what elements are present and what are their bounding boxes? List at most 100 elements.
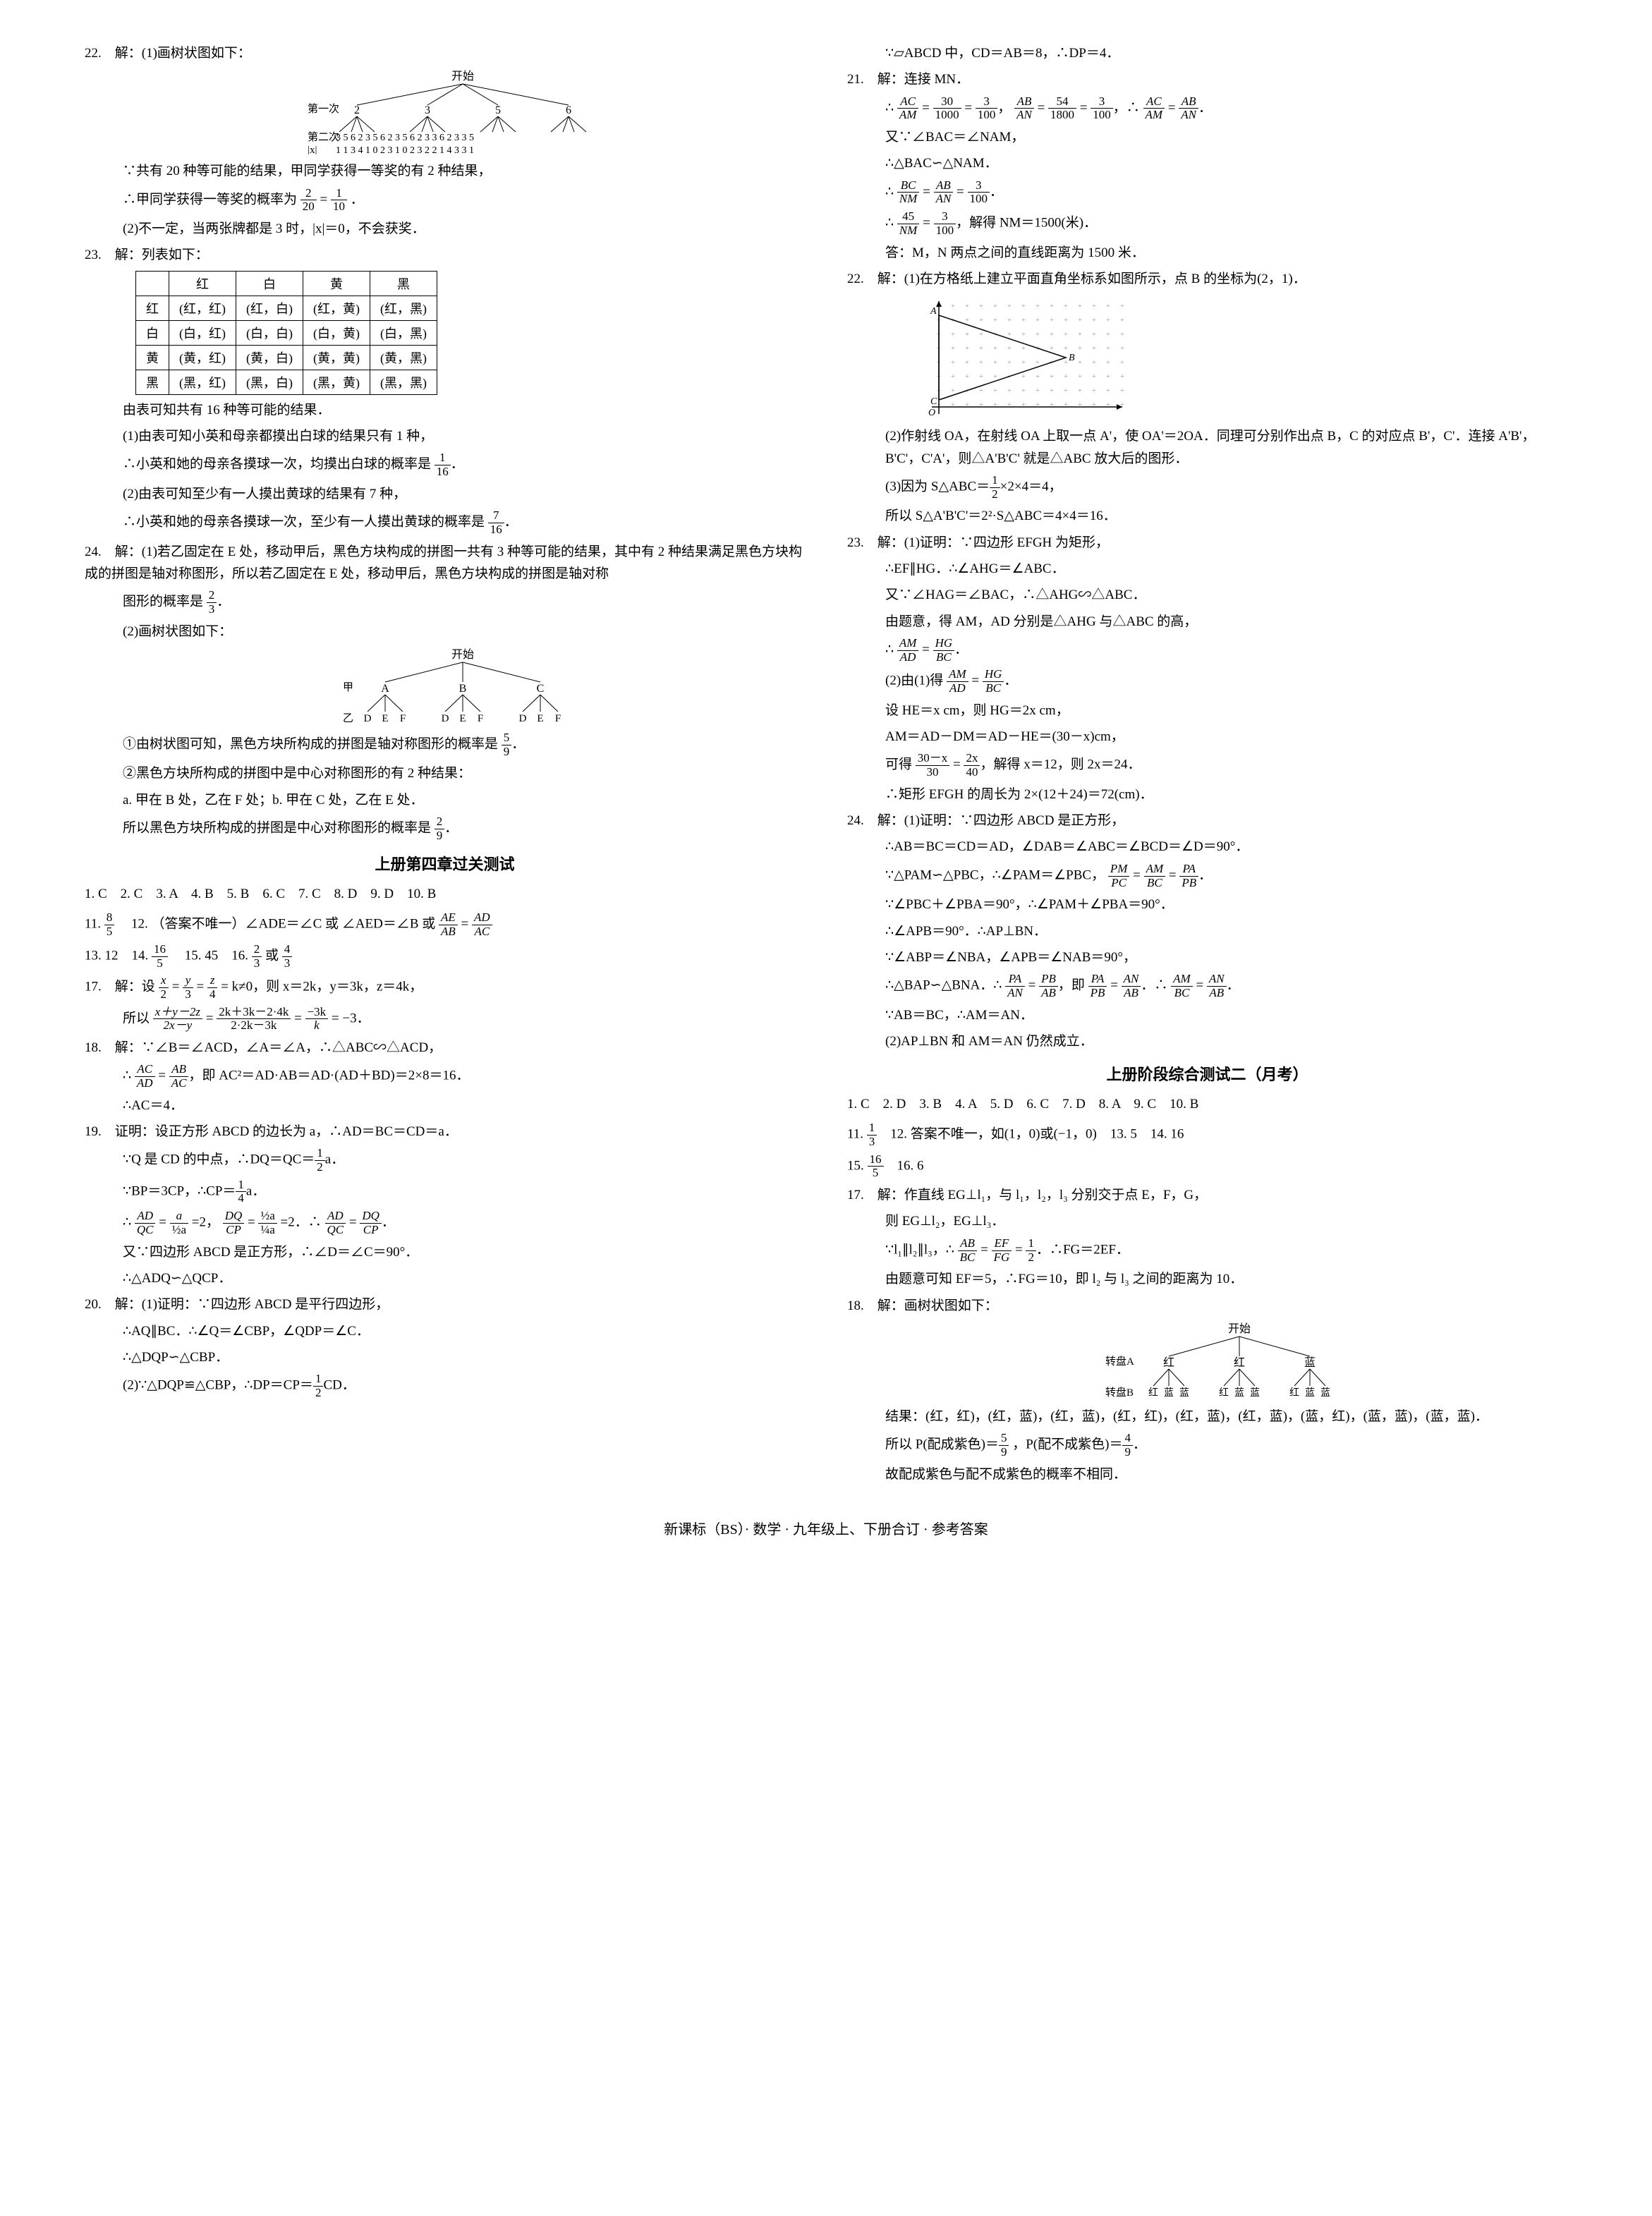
answers-row-2: 11. 85 12. （答案不唯一）∠ADE＝∠C 或 ∠AED＝∠B 或 AE… [85,911,805,938]
svg-text:+: + [951,345,955,353]
svg-text:红: 红 [1289,1387,1299,1399]
svg-text:+: + [979,331,983,339]
svg-text:E: E [459,713,466,724]
svg-text:+: + [1120,373,1124,381]
svg-text:+: + [965,359,969,367]
q24r-l2: ∴AB＝BC＝CD＝AD，∠DAB＝∠ABC＝∠BCD＝∠D＝90°． [847,836,1567,858]
svg-text:+: + [993,317,997,324]
svg-text:F: F [399,713,405,724]
page-footer: 新课标（BS）· 数学 · 九年级上、下册合订 · 参考答案 [85,1518,1567,1538]
svg-text:转盘B: 转盘B [1105,1386,1134,1399]
q21r-head: 21. 解：连接 MN． [847,68,1567,90]
svg-text:+: + [1050,331,1054,339]
grid-figure-22: + + + + + + + + + + + + + + + + + + + + + + + + + + + + + + + + + + + + + + + +… [918,294,1129,421]
svg-text:+: + [1092,303,1096,310]
svg-text:+: + [965,373,969,381]
svg-text:+: + [1106,294,1110,296]
svg-text:+: + [1050,345,1054,353]
svg-text:+: + [1050,317,1054,324]
q19-l5: 又∵四边形 ABCD 是正方形，∴∠D＝∠C＝90°． [85,1241,805,1263]
q24-l3: ①由树状图可知，黑色方块所构成的拼图是轴对称图形的概率是 59． [85,731,805,758]
q22r-l2: (2)作射线 OA，在射线 OA 上取一点 A'，使 OA'＝2OA．同理可分别… [847,425,1567,470]
q23-l5: ∴小英和她的母亲各摸球一次，至少有一人摸出黄球的概率是 716． [85,509,805,536]
svg-text:+: + [1078,331,1082,339]
svg-text:+: + [979,401,983,409]
svg-text:+: + [937,294,941,296]
q24r-head: 24. 解：(1)证明：∵四边形 ABCD 是正方形， [847,810,1567,832]
svg-text:+: + [1092,401,1096,409]
svg-text:+: + [951,303,955,310]
svg-text:F: F [554,713,560,724]
svg-text:+: + [1007,294,1012,296]
svg-text:+: + [1035,331,1040,339]
svg-text:蓝: 蓝 [1304,1356,1315,1369]
svg-text:+: + [1035,359,1040,367]
q23r-l4: 由题意，得 AM，AD 分别是△AHG 与△ABC 的高， [847,611,1567,633]
tree-24-svg: 开始 甲 A B C 乙 D E F D E F D E F [322,648,604,726]
svg-text:F: F [477,713,482,724]
svg-text:+: + [993,373,997,381]
svg-text:+: + [1021,331,1026,339]
svg-text:+: + [979,317,983,324]
svg-text:A: A [930,306,937,317]
svg-text:+: + [1078,294,1082,296]
svg-text:蓝: 蓝 [1234,1387,1244,1399]
q24-l4: ②黑色方块所构成的拼图中是中心对称图形的有 2 种结果： [85,762,805,784]
q20-l3: ∴△DQP∽△CBP． [85,1346,805,1368]
q23-l1: 由表可知共有 16 种等可能的结果． [85,399,805,421]
svg-text:5: 5 [495,104,501,116]
q17r-head: 17. 解：作直线 EG⊥l₁，与 l₁，l₂，l₃ 分别交于点 E，F，G， [847,1184,1567,1206]
svg-text:+: + [1064,401,1068,409]
text: = [320,192,331,207]
svg-text:+: + [1106,359,1110,367]
text: ∴甲同学获得一等奖的概率为 [123,192,300,207]
svg-text:+: + [1007,401,1012,409]
q21r-l5: ∴ 45NM = 3100，解得 NM＝1500(米)． [847,210,1567,237]
svg-text:+: + [1064,373,1068,381]
q20-head: 20. 解：(1)证明：∵四边形 ABCD 是平行四边形， [85,1293,805,1315]
q21r-l4: ∴ BCNM = ABAN = 3100． [847,179,1567,206]
svg-text:+: + [1120,294,1124,296]
svg-text:+: + [1120,317,1124,324]
svg-text:2: 2 [354,104,360,116]
q19-l3: ∵BP＝3CP，∴CP＝14a． [85,1179,805,1205]
q23-l3: ∴小英和她的母亲各摸球一次，均摸出白球的概率是 116． [85,451,805,478]
section-title-1: 上册第四章过关测试 [85,852,805,875]
svg-text:+: + [965,303,969,310]
ans2-row3: 15. 165 16. 6 [847,1153,1567,1180]
q17r-l3: ∵l₁∥l₂∥l₃，∴ ABBC = EFFG = 12．∴FG＝2EF． [847,1237,1567,1264]
svg-text:+: + [1050,294,1054,296]
svg-text:+: + [1035,294,1040,296]
svg-text:+: + [1106,331,1110,339]
svg-text:+: + [1120,345,1124,353]
svg-text:+: + [1106,387,1110,395]
q22r-head: 22. 解：(1)在方格纸上建立平面直角坐标系如图所示，点 B 的坐标为(2，1… [847,268,1567,290]
svg-text:+: + [951,359,955,367]
q22-l3: (2)不一定，当两张牌都是 3 时，|x|＝0，不会获奖． [85,218,805,240]
svg-text:+: + [1007,387,1012,395]
q23r-l9: 可得 30－x30 = 2x40，解得 x＝12，则 2x＝24． [847,752,1567,779]
q23r-l5: ∴ AMAD = HGBC． [847,637,1567,664]
svg-text:+: + [1078,401,1082,409]
svg-text:+: + [1021,401,1026,409]
svg-text:蓝: 蓝 [1179,1387,1189,1399]
svg-text:1 1 3 4 1 0 2 3 1 0 2 3 2 2 1: 1 1 3 4 1 0 2 3 1 0 2 3 2 2 1 4 3 3 1 [336,145,474,154]
tree-22-svg: 开始 第一次 2 3 5 6 第二次 3 5 6 2 3 5 6 2 3 5 6… [300,70,625,154]
svg-text:+: + [1021,387,1026,395]
q20-l4: (2)∵△DQP≌△CBP，∴DP＝CP＝12CD． [85,1372,805,1399]
svg-text:+: + [1035,317,1040,324]
svg-text:红: 红 [1148,1387,1158,1399]
svg-text:+: + [1106,401,1110,409]
svg-text:B: B [458,683,466,695]
svg-text:6: 6 [566,104,571,116]
q17-head: 17. 解：设 x2 = y3 = z4 = k≠0，则 x＝2k，y＝3k，z… [85,974,805,1001]
svg-text:+: + [1007,359,1012,367]
q21r-l6: 答：M，N 两点之间的直线距离为 1500 米． [847,242,1567,264]
svg-text:B: B [1069,353,1075,363]
q18r-head: 18. 解：画树状图如下： [847,1295,1567,1317]
svg-text:+: + [993,359,997,367]
left-column: 22. 解：(1)画树状图如下： 开始 第一次 2 3 5 6 第二次 3 5 … [85,42,805,1490]
svg-text:+: + [1092,359,1096,367]
q24-l2: (2)画树状图如下： [85,621,805,643]
svg-text:+: + [979,373,983,381]
